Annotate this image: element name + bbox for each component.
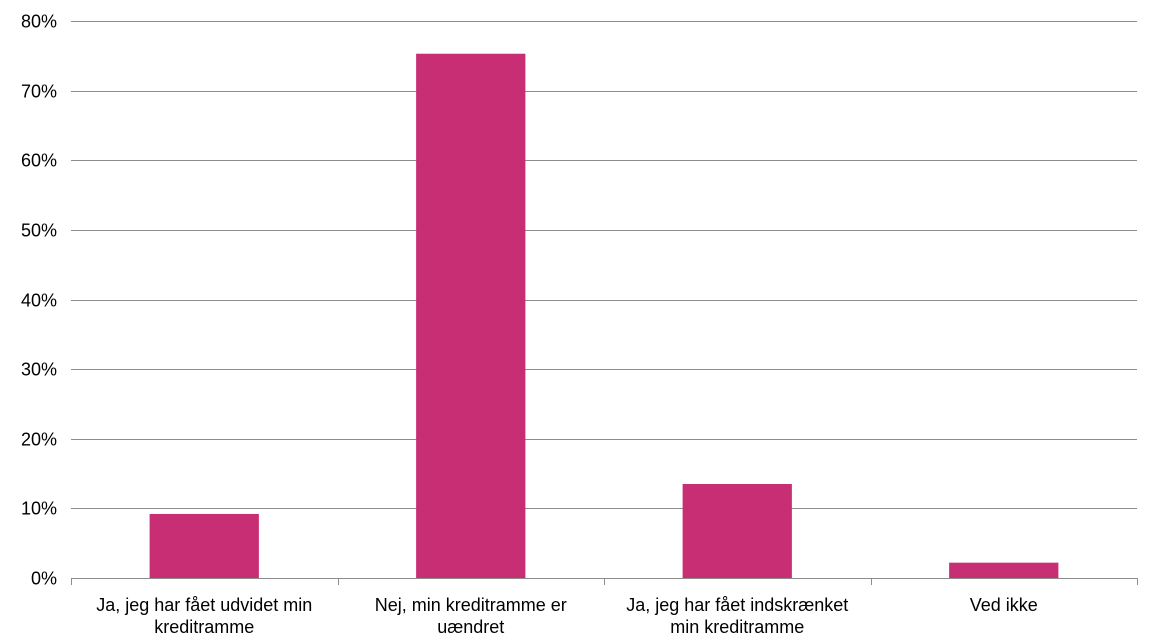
gridlines xyxy=(71,21,1137,509)
y-tick-label: 50% xyxy=(21,221,57,241)
y-tick-label: 60% xyxy=(21,151,57,171)
bar xyxy=(682,484,792,578)
x-axis-category-labels: Ja, jeg har fået udvidet min kreditramme N… xyxy=(96,595,1038,637)
bar xyxy=(949,562,1059,578)
x-category-label: Ja, jeg har fået indskrænket min kreditra… xyxy=(626,595,848,636)
y-tick-label: 40% xyxy=(21,291,57,311)
y-tick-label: 30% xyxy=(21,360,57,380)
y-tick-label: 0% xyxy=(31,569,57,589)
y-tick-label: 20% xyxy=(21,430,57,450)
x-category-label: Nej, min kreditramme er uændret xyxy=(375,595,567,636)
bar xyxy=(416,53,526,578)
x-axis xyxy=(71,578,1138,585)
x-category-label: Ja, jeg har fået udvidet min kreditramme xyxy=(96,595,312,636)
y-tick-label: 10% xyxy=(21,499,57,519)
x-category-label: Ved ikke xyxy=(970,595,1038,615)
y-axis-tick-labels: 0% 10% 20% 30% 40% 50% 60% 70% 80% xyxy=(21,12,57,589)
bar xyxy=(149,513,259,578)
y-tick-label: 70% xyxy=(21,82,57,102)
bars xyxy=(149,53,1059,578)
y-tick-label: 80% xyxy=(21,12,57,32)
